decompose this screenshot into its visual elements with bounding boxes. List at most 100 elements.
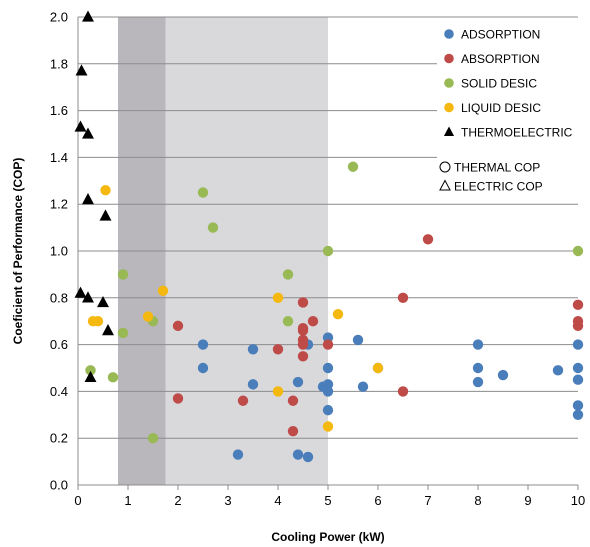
data-points <box>74 10 584 463</box>
y-tick-label: 0.6 <box>50 337 68 352</box>
absorption-point <box>322 339 334 350</box>
x-tick-label: 9 <box>524 493 531 508</box>
legend-marker-absorption <box>444 53 454 64</box>
y-tick-label: 1.8 <box>50 56 68 71</box>
adsorption-point <box>552 365 564 376</box>
solid-desic-point <box>197 187 209 198</box>
legend: ADSORPTION ABSORPTION SOLID DESIC LIQUID DE… <box>437 22 582 200</box>
legend-label-adsorption: ADSORPTION <box>461 28 540 42</box>
y-tick-label: 0.4 <box>50 384 68 399</box>
x-tick-label: 10 <box>571 493 585 508</box>
adsorption-point <box>322 362 334 374</box>
x-tick-label: 4 <box>274 493 281 508</box>
absorption-point <box>297 325 309 336</box>
thermoelectric-point <box>74 120 87 132</box>
adsorption-point <box>302 451 314 463</box>
legend-marker-liquid-desic <box>444 102 454 113</box>
y-axis-title: Coeficient of Performance (COP) <box>11 158 25 345</box>
liquid-desic-point <box>157 285 169 296</box>
adsorption-point <box>472 376 484 388</box>
legend-background <box>437 22 582 200</box>
solid-desic-point <box>117 269 129 280</box>
liquid-desic-point <box>272 386 284 397</box>
thermoelectric-point <box>82 193 94 205</box>
legend-label-thermal-cop: THERMAL COP <box>454 161 540 175</box>
absorption-point <box>287 425 299 437</box>
x-tick-label: 6 <box>374 493 381 508</box>
x-tick-label: 1 <box>124 493 131 508</box>
adsorption-point <box>292 376 304 388</box>
y-tick-label: 1.4 <box>50 150 68 165</box>
thermoelectric-point <box>82 291 94 303</box>
thermoelectric-point <box>84 370 97 383</box>
absorption-point <box>272 344 284 355</box>
liquid-desic-point <box>322 421 334 432</box>
absorption-point <box>297 339 309 350</box>
solid-desic-point <box>282 316 294 327</box>
liquid-desic-point <box>332 308 344 320</box>
y-tick-label: 1.0 <box>50 244 68 259</box>
legend-marker-thermoelectric <box>443 126 455 136</box>
thermoelectric-point <box>99 209 112 221</box>
solid-desic-point <box>572 245 584 257</box>
y-tick-label: 0.8 <box>50 290 68 305</box>
y-tick-label: 0.0 <box>50 478 68 493</box>
absorption-point <box>297 351 309 362</box>
legend-label-absorption: ABSORPTION <box>461 52 540 66</box>
adsorption-point <box>472 339 484 350</box>
x-tick-label: 5 <box>324 493 331 508</box>
adsorption-point <box>197 339 209 350</box>
absorption-point <box>172 393 184 404</box>
x-tick-label: 7 <box>424 493 431 508</box>
thermoelectric-point <box>82 10 94 22</box>
adsorption-point <box>472 362 484 374</box>
adsorption-point <box>322 404 334 416</box>
y-tick-label: 1.2 <box>50 197 68 212</box>
absorption-point <box>237 395 249 406</box>
absorption-point <box>307 316 319 327</box>
axes <box>77 17 579 490</box>
adsorption-point <box>322 386 334 397</box>
adsorption-point <box>572 339 584 350</box>
legend-label-electric-cop: ELECTRIC COP <box>454 180 543 194</box>
legend-marker-solid-desic <box>444 78 454 88</box>
adsorption-point <box>247 379 259 390</box>
liquid-desic-point <box>142 311 154 322</box>
adsorption-point <box>292 449 304 460</box>
x-tick-labels: 0 1 2 3 4 5 6 7 8 9 10 <box>74 493 585 508</box>
thermoelectric-point <box>82 127 94 139</box>
absorption-point <box>297 297 309 308</box>
liquid-desic-point <box>372 362 384 374</box>
liquid-desic-point <box>100 184 111 196</box>
adsorption-point <box>197 362 209 374</box>
legend-label-solid-desic: SOLID DESIC <box>461 77 537 91</box>
x-tick-label: 3 <box>224 493 231 508</box>
absorption-point <box>422 234 434 245</box>
solid-desic-point <box>85 365 96 376</box>
x-tick-label: 2 <box>174 493 181 508</box>
solid-desic-point <box>347 161 359 172</box>
adsorption-point <box>357 381 369 392</box>
y-tick-labels: 0.0 0.2 0.4 0.6 0.8 1.0 1.2 1.4 1.6 1.8 2.0 <box>50 10 68 493</box>
absorption-point <box>172 320 184 332</box>
y-tick-label: 1.6 <box>50 103 68 118</box>
absorption-point <box>397 292 409 303</box>
absorption-point <box>572 299 584 311</box>
legend-marker-thermal-cop <box>439 161 451 173</box>
solid-desic-point <box>322 245 334 257</box>
legend-marker-electric-cop <box>439 179 451 191</box>
y-tick-label: 0.2 <box>50 431 68 446</box>
legend-label-liquid-desic: LIQUID DESIC <box>461 101 541 115</box>
thermoelectric-point <box>97 295 109 308</box>
solid-desic-point <box>147 433 159 444</box>
solid-desic-point <box>207 222 219 233</box>
adsorption-point <box>572 400 584 411</box>
adsorption-point <box>232 449 244 460</box>
absorption-point <box>287 395 299 406</box>
adsorption-point <box>497 369 509 381</box>
absorption-point <box>572 320 584 332</box>
adsorption-point <box>247 344 259 355</box>
legend-marker-adsorption <box>444 29 454 39</box>
legend-label-thermoelectric: THERMOELECTRIC <box>461 126 573 140</box>
